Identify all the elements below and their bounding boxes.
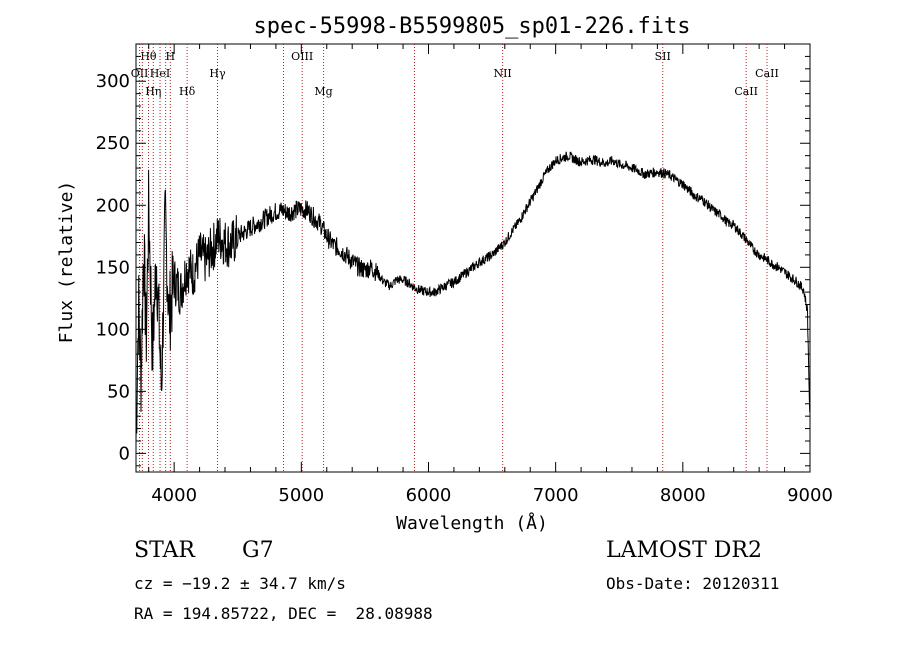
x-axis-label: Wavelength (Å) (396, 512, 548, 534)
line-label-5: Hη (145, 85, 161, 98)
plot-frame (135, 43, 811, 473)
x-tick-label-1: 5000 (278, 485, 324, 506)
y-tick-label-1: 50 (107, 381, 130, 402)
y-axis-label: Flux (relative) (56, 181, 77, 344)
object-subclass: G7 (242, 538, 274, 563)
plot-border (135, 43, 811, 473)
y-tick-label-4: 200 (96, 195, 130, 216)
x-axis: 4000 5000 6000 7000 8000 9000 (148, 44, 833, 506)
line-label-10: SII (655, 50, 671, 63)
line-label-2: OII (131, 67, 149, 80)
line-label-9: NII (493, 67, 511, 80)
observation-date: Obs-Date: 20120311 (606, 574, 780, 593)
line-label-12: CaII (734, 85, 758, 98)
redshift-velocity: cz = −19.2 ± 34.7 km/s (134, 574, 346, 593)
chart-title: spec-55998-B5599805_sp01-226.fits (253, 14, 690, 39)
survey-name: LAMOST DR2 (606, 538, 762, 563)
y-tick-label-0: 0 (119, 443, 130, 464)
x-tick-label-3: 7000 (533, 485, 579, 506)
x-tick-label-0: 4000 (151, 485, 197, 506)
y-tick-label-2: 100 (96, 319, 130, 340)
spectrum-series (135, 151, 811, 442)
x-tick-label-2: 6000 (406, 485, 452, 506)
line-label-4: Hγ (209, 67, 226, 80)
spectrum-line (135, 151, 811, 442)
line-label-6: Hδ (179, 85, 196, 98)
object-class: STAR (134, 538, 195, 563)
line-label-11: CaII (755, 67, 779, 80)
y-tick-label-6: 300 (96, 71, 130, 92)
y-tick-label-5: 250 (96, 133, 130, 154)
line-label-7: OIII (291, 50, 313, 63)
line-label-8: Mg (314, 85, 332, 98)
x-tick-label-5: 9000 (787, 485, 833, 506)
line-label-3: HeI (150, 67, 170, 80)
y-axis: 0 50 100 150 200 250 300 (96, 55, 810, 467)
coordinates: RA = 194.85722, DEC = 28.08988 (134, 604, 433, 623)
x-tick-label-4: 8000 (660, 485, 706, 506)
line-label-1: H (166, 50, 176, 63)
y-tick-label-3: 150 (96, 257, 130, 278)
